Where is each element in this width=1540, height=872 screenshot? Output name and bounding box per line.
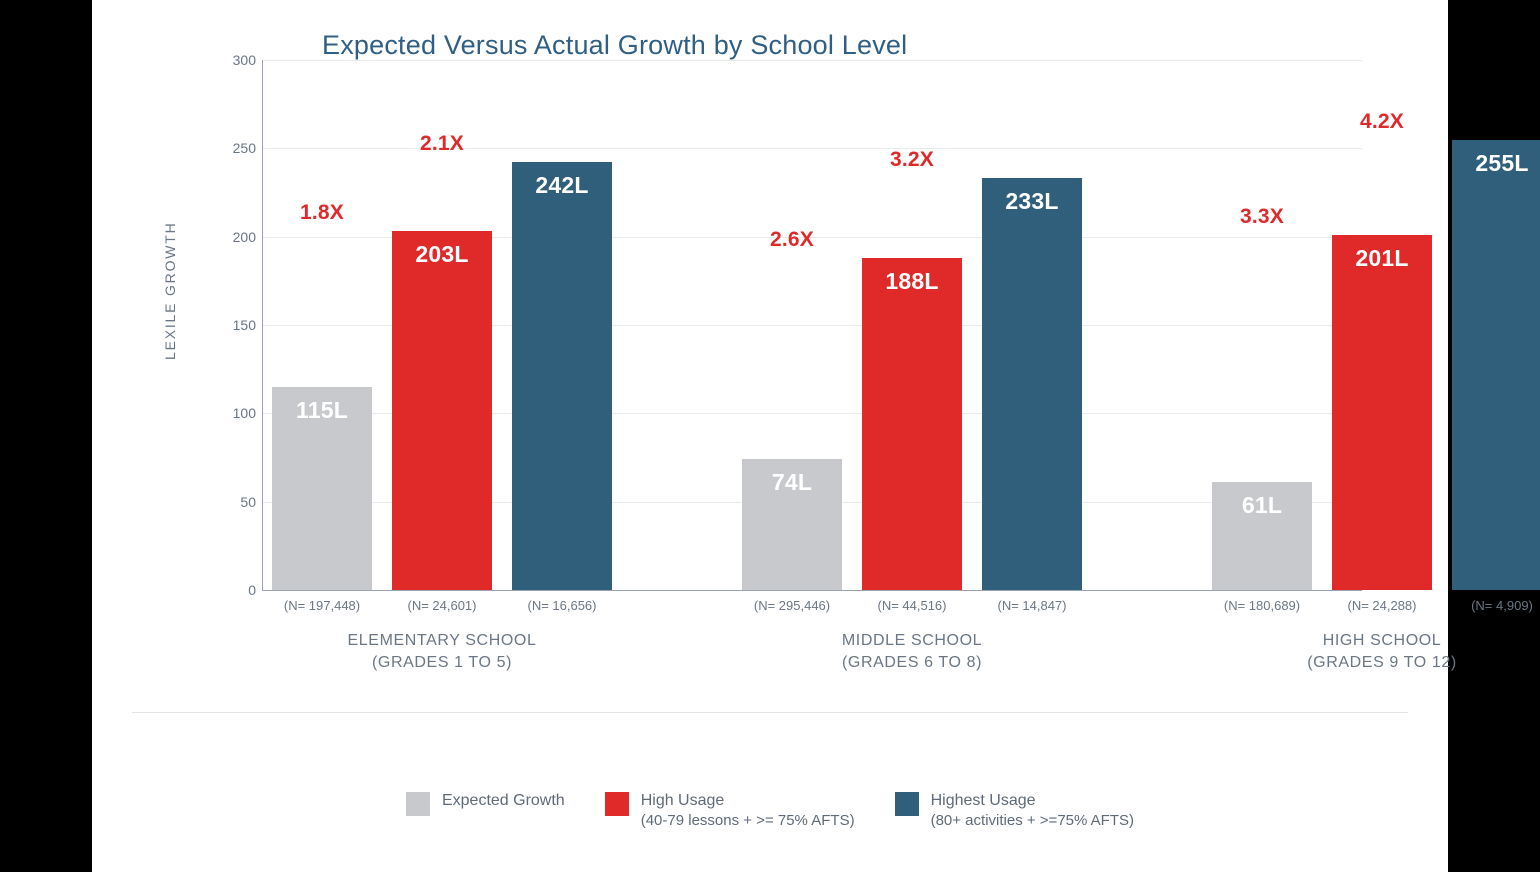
bar-highest: 255L: [1452, 140, 1540, 591]
bar-n-label: (N= 197,448): [262, 598, 382, 613]
y-tick-label: 200: [222, 229, 256, 245]
bar-high: 201L: [1332, 235, 1432, 590]
bar-value-label: 201L: [1332, 245, 1432, 272]
bar-expected: 115L: [272, 387, 372, 590]
legend-swatch: [605, 792, 629, 816]
bar-value-label: 255L: [1452, 150, 1540, 177]
legend-item: High Usage(40-79 lessons + >= 75% AFTS): [605, 791, 855, 830]
bar-value-label: 188L: [862, 268, 962, 295]
bar-value-label: 115L: [272, 397, 372, 424]
bar-n-label: (N= 180,689): [1202, 598, 1322, 613]
bar-expected: 61L: [1212, 482, 1312, 590]
bar-high: 203L: [392, 231, 492, 590]
y-axis-label: LEXILE GROWTH: [162, 221, 178, 360]
multiplier-label: 4.2X: [1312, 110, 1452, 134]
group-label: HIGH SCHOOL(GRADES 9 TO 12): [1192, 630, 1540, 673]
bar-value-label: 242L: [512, 172, 612, 199]
group-label: MIDDLE SCHOOL(GRADES 6 TO 8): [722, 630, 1102, 673]
legend-text: High Usage(40-79 lessons + >= 75% AFTS): [641, 791, 855, 830]
y-tick-label: 0: [222, 582, 256, 598]
legend-text: Expected Growth: [442, 791, 565, 810]
y-tick-label: 300: [222, 52, 256, 68]
bar-highest: 233L: [982, 178, 1082, 590]
legend-item: Expected Growth: [406, 791, 565, 816]
legend-swatch: [406, 792, 430, 816]
y-tick-label: 250: [222, 140, 256, 156]
chart-area: Expected Versus Actual Growth by School …: [132, 40, 1402, 700]
chart-title: Expected Versus Actual Growth by School …: [322, 30, 907, 61]
bar-n-label: (N= 24,601): [382, 598, 502, 613]
bar-n-label: (N= 14,847): [972, 598, 1092, 613]
multiplier-label: 3.3X: [1192, 205, 1332, 229]
y-tick-label: 100: [222, 405, 256, 421]
bar-value-label: 203L: [392, 241, 492, 268]
bar-n-label: (N= 4,909): [1442, 598, 1540, 613]
slide: Expected Versus Actual Growth by School …: [92, 0, 1448, 872]
multiplier-label: 3.2X: [842, 148, 982, 172]
bar-value-label: 61L: [1212, 492, 1312, 519]
legend-text: Highest Usage(80+ activities + >=75% AFT…: [931, 791, 1134, 830]
bar-expected: 74L: [742, 459, 842, 590]
multiplier-label: 2.6X: [722, 228, 862, 252]
bar-value-label: 233L: [982, 188, 1082, 215]
divider: [132, 712, 1408, 713]
legend-swatch: [895, 792, 919, 816]
y-axis-line: [262, 60, 263, 590]
y-tick-label: 50: [222, 494, 256, 510]
bar-high: 188L: [862, 258, 962, 590]
bar-n-label: (N= 295,446): [732, 598, 852, 613]
y-tick-label: 150: [222, 317, 256, 333]
multiplier-label: 2.1X: [372, 132, 512, 156]
bar-value-label: 74L: [742, 469, 842, 496]
x-axis-line: [262, 590, 1362, 591]
legend-item: Highest Usage(80+ activities + >=75% AFT…: [895, 791, 1134, 830]
multiplier-label: 1.8X: [252, 201, 392, 225]
bar-n-label: (N= 24,288): [1322, 598, 1442, 613]
group-label: ELEMENTARY SCHOOL(GRADES 1 TO 5): [252, 630, 632, 673]
bar-n-label: (N= 44,516): [852, 598, 972, 613]
bar-highest: 242L: [512, 162, 612, 590]
legend: Expected Growth High Usage(40-79 lessons …: [92, 791, 1448, 830]
bar-n-label: (N= 16,656): [502, 598, 622, 613]
